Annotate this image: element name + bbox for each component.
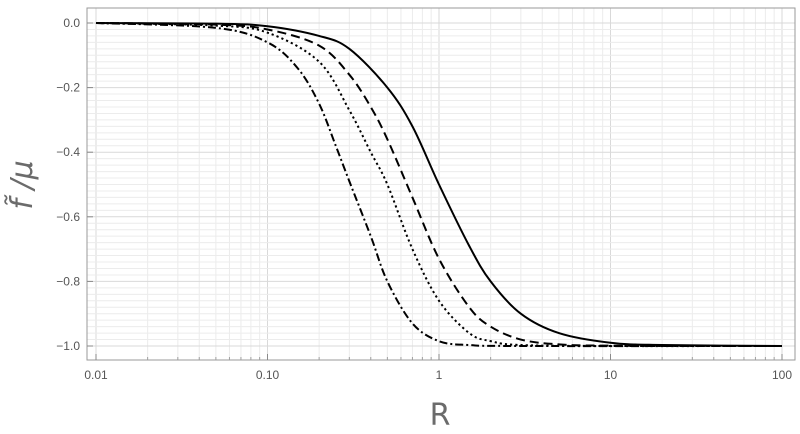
y-tick-label: 0.0 (63, 16, 80, 30)
series-line-dashed (95, 22, 783, 347)
y-axis-label: f̃ /μ (5, 160, 40, 209)
y-tick-label: −1.0 (56, 339, 80, 353)
x-tick-label: 0.01 (84, 368, 108, 382)
y-tick-label: −0.2 (56, 81, 80, 95)
y-axis-ticks: 0.0 −0.2 −0.4 −0.6 −0.8 −1.0 (56, 16, 93, 353)
x-tick-label: 100 (772, 368, 792, 382)
y-tick-label: −0.4 (56, 145, 80, 159)
series-line-solid (95, 22, 783, 347)
x-tick-label: 1 (436, 368, 443, 382)
x-tick-label: 0.10 (256, 368, 280, 382)
y-tick-label: −0.8 (56, 274, 80, 288)
x-tick-label: 10 (604, 368, 618, 382)
x-axis-ticks: 0.01 0.10 1 10 100 (84, 354, 792, 382)
series-line-dash-dot (95, 22, 783, 348)
x-axis-label: R (430, 398, 451, 433)
y-tick-label: −0.6 (56, 210, 80, 224)
grid (87, 8, 795, 360)
series-line-dotted (95, 22, 783, 348)
plot-frame (86, 7, 796, 361)
series-group (95, 22, 783, 348)
